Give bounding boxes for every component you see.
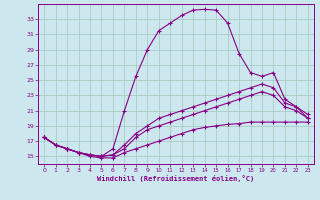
X-axis label: Windchill (Refroidissement éolien,°C): Windchill (Refroidissement éolien,°C) — [97, 175, 255, 182]
